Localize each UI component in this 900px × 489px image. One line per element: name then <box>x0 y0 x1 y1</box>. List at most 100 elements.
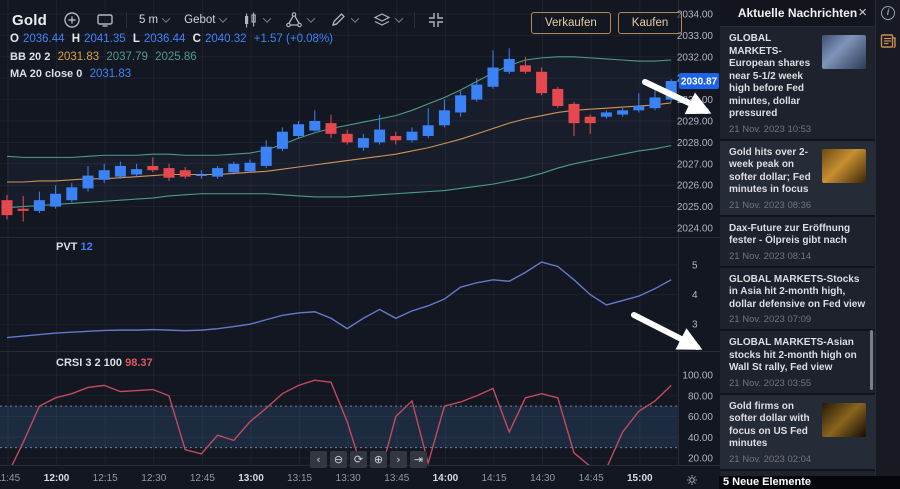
price-tick-label: 2030.00 <box>677 95 714 106</box>
crsi-tick-label: 20.00 <box>688 454 713 465</box>
chevron-down-icon <box>351 14 360 23</box>
time-tick-label: 13:30 <box>336 473 361 484</box>
pvt-tick-label: 3 <box>692 320 698 331</box>
news-scrollbar[interactable] <box>870 330 873 390</box>
price-tick-label: 2025.00 <box>677 202 714 213</box>
news-footer-status[interactable]: 5 Neue Elemente <box>719 476 900 489</box>
sell-button[interactable]: Verkaufen <box>531 12 611 34</box>
symbol-title: Gold <box>12 11 47 29</box>
time-tick-label: 12:00 <box>44 473 70 484</box>
price-tick-label: 2029.00 <box>677 117 714 128</box>
indicators-dropdown[interactable] <box>282 9 317 31</box>
candle-body <box>98 170 110 180</box>
toolbar-separator <box>125 12 127 28</box>
pvt-tick-label: 5 <box>692 261 698 272</box>
candle-body <box>471 84 483 100</box>
gear-icon <box>687 475 697 485</box>
news-timestamp: 21 Nov. 2023 03:55 <box>729 377 812 389</box>
news-item-text: GLOBAL MARKETS-Asian stocks hit 2-month … <box>729 337 866 389</box>
chart-legend: O 2036.44 H 2041.35 L 2036.44 C 2040.32 +1.5… <box>10 31 337 84</box>
candle-body <box>66 187 78 201</box>
news-item[interactable]: GLOBAL MARKETS-European shares near 5-1/… <box>720 27 875 141</box>
scroll-to-latest-button[interactable]: ⇥ <box>410 451 427 468</box>
display-button[interactable] <box>93 10 117 30</box>
interval-dropdown[interactable]: 5 m <box>136 12 172 28</box>
news-item[interactable]: Gold hits over 2-week peak on softer dol… <box>720 140 875 217</box>
close-icon[interactable]: × <box>858 4 867 21</box>
price-tick-label: 2027.00 <box>677 159 714 170</box>
price-tick-label: 2028.00 <box>677 138 714 149</box>
time-tick-label: 14:30 <box>530 473 555 484</box>
layers-dropdown[interactable] <box>370 9 405 31</box>
news-headline: GLOBAL MARKETS-Asian stocks hit 2-month … <box>729 337 857 373</box>
time-tick-label: 12:45 <box>190 473 215 484</box>
chart-toolbar: Gold 5 m Gebot <box>12 7 448 33</box>
candle-body <box>600 112 612 117</box>
crsi-tick-label: 80.00 <box>688 391 713 402</box>
price-tick-label: 2024.00 <box>677 224 714 235</box>
candle-body <box>17 208 29 211</box>
news-list: GLOBAL MARKETS-European shares near 5-1/… <box>720 27 875 489</box>
candle-body <box>633 106 645 111</box>
buy-button[interactable]: Kaufen <box>617 12 683 34</box>
news-timestamp: 21 Nov. 2023 02:04 <box>729 453 812 465</box>
crsi-line <box>11 379 672 465</box>
chevron-down-icon <box>263 14 272 23</box>
ma-legend-row[interactable]: MA 20 close 0 2031.83 <box>10 68 132 80</box>
time-tick-label: 13:45 <box>384 473 409 484</box>
news-thumbnail <box>822 402 866 437</box>
pvt-legend[interactable]: PVT 12 <box>56 241 93 253</box>
last-price-value: 2030.87 <box>681 76 718 87</box>
news-item[interactable]: GLOBAL MARKETS-Asian stocks hit 2-month … <box>720 331 875 395</box>
price-chart[interactable]: 2034.002033.002032.002031.002030.002029.… <box>0 0 720 489</box>
pan-left-button[interactable]: ‹ <box>310 451 327 468</box>
candle-body <box>244 162 256 172</box>
news-timestamp: 21 Nov. 2023 07:09 <box>729 314 812 325</box>
time-tick-label: 11:45 <box>0 473 21 484</box>
reset-zoom-button[interactable]: ⟳ <box>350 451 367 468</box>
candle-body <box>179 170 191 177</box>
time-tick-label: 14:45 <box>579 473 604 484</box>
info-icon[interactable]: i <box>881 6 895 20</box>
news-headline: Dax-Future zur Eröffnung fester - Ölprei… <box>729 222 851 247</box>
add-symbol-button[interactable] <box>60 9 84 31</box>
candle-body <box>649 97 661 109</box>
news-item-text: Dax-Future zur Eröffnung fester - Ölprei… <box>729 223 866 262</box>
split-view-button[interactable] <box>424 9 448 31</box>
zoom-in-button[interactable]: ⊕ <box>370 451 387 468</box>
news-item-text: GLOBAL MARKETS-European shares near 5-1/… <box>729 33 816 135</box>
candle-body <box>487 67 499 87</box>
pencil-icon <box>332 13 346 26</box>
crsi-legend[interactable]: CRSI 3 2 100 98.37 <box>56 357 153 369</box>
bb-legend-row[interactable]: BB 20 2 2031.83 2037.79 2025.86 <box>10 50 197 63</box>
news-timestamp: 21 Nov. 2023 10:53 <box>729 123 812 135</box>
chart-style-dropdown[interactable] <box>238 9 273 31</box>
price-tick-label: 2026.00 <box>677 181 714 192</box>
candle-body <box>260 146 272 166</box>
candle-body <box>536 71 548 94</box>
toolbar-separator <box>414 12 416 28</box>
zoom-out-button[interactable]: ⊖ <box>330 451 347 468</box>
news-header: Aktuelle Nachrichten × <box>720 0 875 27</box>
candle-body <box>374 129 386 143</box>
pan-right-button[interactable]: › <box>390 451 407 468</box>
news-item[interactable]: Dax-Future zur Eröffnung fester - Ölprei… <box>720 216 875 268</box>
candle-body <box>228 163 240 173</box>
order-type-dropdown[interactable]: Gebot <box>181 12 229 28</box>
add-circle-icon <box>64 12 80 28</box>
news-item[interactable]: Gold firms on softer dollar with focus o… <box>720 394 875 471</box>
layers-icon <box>374 13 391 26</box>
crsi-pane <box>0 379 678 465</box>
trade-buttons: Verkaufen Kaufen <box>531 12 683 34</box>
chevron-down-icon <box>219 14 228 23</box>
news-headline: GLOBAL MARKETS-Stocks in Asia hit 2-mont… <box>729 273 866 310</box>
news-item[interactable]: GLOBAL MARKETS-Stocks in Asia hit 2-mont… <box>720 267 875 331</box>
candle-body <box>584 116 596 124</box>
draw-dropdown[interactable] <box>326 9 361 31</box>
news-feed-button[interactable] <box>880 33 897 54</box>
price-tick-label: 2032.00 <box>677 52 714 63</box>
candle-body <box>422 125 434 136</box>
crsi-tick-label: 60.00 <box>688 412 713 423</box>
axis-settings-button[interactable] <box>686 473 698 489</box>
